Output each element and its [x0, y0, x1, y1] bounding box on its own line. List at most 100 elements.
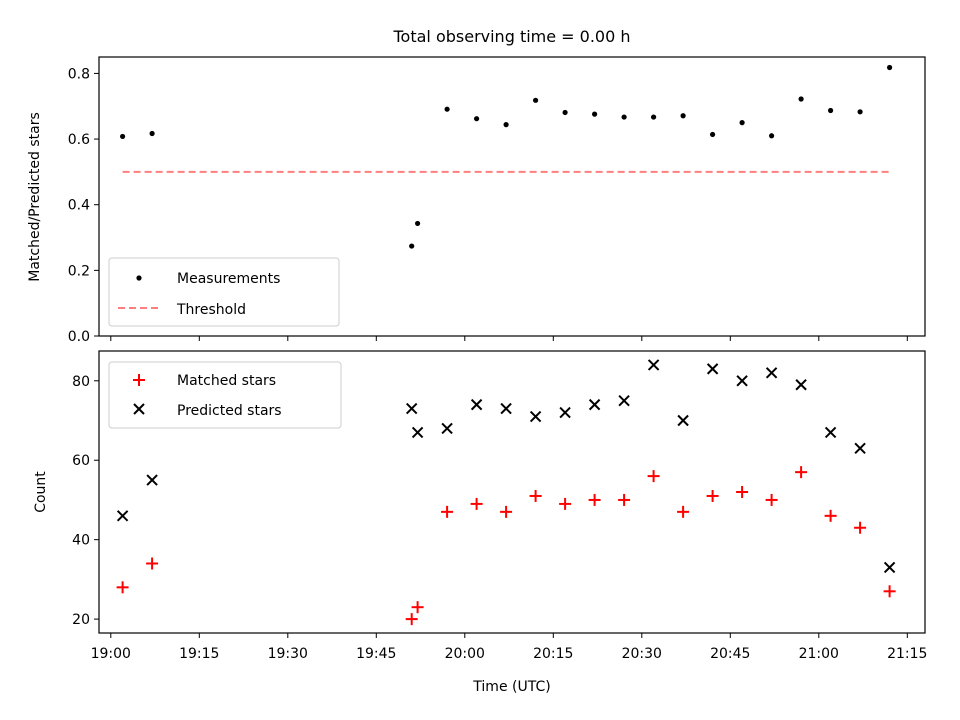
ratio-y-tick-label: 0.0 — [68, 329, 90, 345]
legend-matched-label: Matched stars — [177, 373, 276, 389]
matched-star-point — [116, 581, 129, 594]
matched-star-point — [500, 505, 513, 518]
measurement-point — [120, 133, 126, 140]
measurements-series — [120, 64, 893, 249]
ratio-legend-box — [108, 257, 340, 327]
measurement-point — [444, 106, 450, 112]
ratio-panel: 0.00.20.40.60.8 Matched/Predicted stars … — [27, 56, 926, 345]
measurement-point — [651, 114, 657, 120]
predicted-star-point — [500, 402, 512, 415]
predicted-star-point — [470, 398, 483, 411]
matched-star-point — [146, 557, 159, 570]
measurement-point — [533, 97, 539, 103]
matched-star-point — [559, 497, 572, 510]
legend-measurements-label: Measurements — [177, 271, 280, 287]
count-y-tick-label: 60 — [72, 453, 90, 469]
x-tick-label: 19:00 — [91, 646, 131, 662]
ratio-y-tick-label: 0.6 — [68, 132, 90, 148]
predicted-star-point — [677, 414, 689, 427]
predicted-star-point — [116, 510, 129, 522]
ratio-legend: Measurements Threshold — [108, 257, 340, 327]
ratio-y-axis-label: Matched/Predicted stars — [27, 112, 43, 282]
count-y-tick-label: 80 — [72, 374, 90, 390]
measurement-point — [710, 131, 716, 138]
matched-star-point — [795, 466, 808, 479]
predicted-star-point — [706, 363, 719, 375]
matched-star-point — [765, 493, 778, 506]
predicted-star-point — [647, 359, 660, 371]
predicted-star-point — [405, 402, 418, 415]
measurement-point — [680, 113, 686, 119]
count-panel-frame — [98, 350, 926, 634]
matched-star-point — [618, 493, 631, 506]
ratio-y-tick-label: 0.4 — [68, 198, 90, 214]
predicted-star-point — [146, 474, 158, 486]
matched-star-point — [441, 505, 454, 518]
legend-threshold-label: Threshold — [176, 302, 246, 318]
count-legend-box — [108, 361, 342, 429]
ratio-y-tick-label: 0.2 — [68, 263, 90, 279]
x-tick-label: 20:00 — [445, 646, 485, 662]
x-tick-label: 21:00 — [799, 646, 839, 662]
predicted-star-point — [824, 426, 837, 439]
x-tick-label: 19:30 — [268, 646, 308, 662]
matched-star-point — [824, 509, 837, 522]
predicted-star-point — [736, 375, 748, 387]
x-tick-label: 21:15 — [887, 646, 927, 662]
count-legend: Matched stars Predicted stars — [108, 361, 342, 429]
count-panel: 20 40 60 80 19:00 19:15 19:30 19:45 20:00 20:15 20… — [33, 350, 927, 695]
ratio-panel-frame — [98, 56, 926, 337]
count-y-tick-label: 20 — [72, 612, 90, 628]
count-y-axis-label: Count — [33, 471, 49, 513]
measurement-point — [149, 130, 155, 137]
matched-star-point — [588, 493, 601, 506]
predicted-star-point — [765, 367, 778, 379]
matched-star-point — [405, 613, 418, 626]
measurement-point — [592, 111, 598, 117]
predicted-star-point — [588, 398, 601, 411]
predicted-star-point — [854, 442, 866, 455]
matched-star-point — [470, 497, 483, 510]
measurement-point — [887, 64, 893, 71]
measurement-point — [415, 220, 421, 227]
count-panel-ticks: 20 40 60 80 19:00 19:15 19:30 19:45 20:00 20:15 20… — [72, 374, 927, 662]
ratio-panel-ticks: 0.0 0.2 0.4 0.6 0.8 — [68, 66, 908, 345]
legend-measurements-marker — [136, 275, 142, 281]
x-tick-label: 20:15 — [533, 646, 573, 662]
x-tick-label: 19:15 — [179, 646, 219, 662]
predicted-star-point — [529, 410, 542, 423]
legend-matched-marker — [133, 374, 145, 386]
legend-predicted-marker — [133, 403, 145, 415]
ratio-y-tick-label: 0.8 — [68, 66, 90, 82]
matched-star-point — [529, 489, 542, 502]
matched-star-point — [411, 601, 424, 614]
x-tick-label: 19:45 — [356, 646, 396, 662]
measurement-point — [474, 116, 480, 122]
measurement-point — [562, 109, 568, 116]
x-tick-label: 20:30 — [622, 646, 662, 662]
matched-star-point — [647, 470, 660, 483]
matched-stars-series — [116, 466, 896, 626]
measurement-point — [769, 133, 775, 139]
measurement-point — [828, 107, 834, 114]
matched-star-point — [677, 505, 690, 518]
measurement-point — [503, 122, 509, 128]
matched-star-point — [736, 486, 749, 498]
count-y-tick-label: 40 — [72, 533, 90, 549]
measurement-point — [798, 96, 804, 102]
predicted-star-point — [618, 394, 630, 407]
matched-star-point — [706, 489, 719, 502]
measurement-point — [739, 120, 745, 126]
x-axis-label: Time (UTC) — [472, 679, 550, 695]
measurement-point — [409, 243, 415, 249]
chart-title: Total observing time = 0.00 h — [392, 27, 630, 46]
predicted-star-point — [441, 422, 453, 435]
x-tick-label: 20:45 — [710, 646, 750, 662]
predicted-stars-series — [116, 359, 896, 574]
matched-star-point — [854, 521, 867, 534]
predicted-star-point — [883, 561, 896, 574]
measurement-point — [857, 109, 863, 115]
predicted-star-point — [795, 379, 807, 391]
predicted-star-point — [411, 426, 424, 439]
